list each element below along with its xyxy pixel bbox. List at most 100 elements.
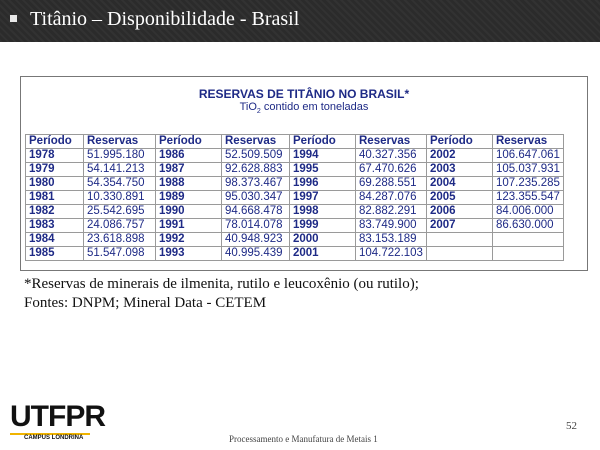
period-cell: 2006 <box>425 204 493 219</box>
period-cell: 1985 <box>25 246 84 261</box>
reserves-table: Período Reservas Período Reservas Períod… <box>25 134 564 261</box>
footer-course-name: Processamento e Manufatura de Metais 1 <box>229 434 378 444</box>
title-bullet-icon <box>10 15 17 22</box>
reserve-cell: 51.995.180 <box>83 148 156 163</box>
footnote-reserves: *Reservas de minerais de ilmenita, rutil… <box>24 276 419 292</box>
table-row: 1982 25.542.695 1990 94.668.478 1998 82.… <box>25 204 564 219</box>
period-cell: 1987 <box>155 162 222 177</box>
utfpr-logo: UTFPR CAMPUS LONDRINA <box>10 402 106 442</box>
reserve-cell: 94.668.478 <box>221 204 290 219</box>
period-cell: 1994 <box>289 148 356 163</box>
footnote-sources: Fontes: DNPM; Mineral Data - CETEM <box>24 295 267 311</box>
header-cell: Reservas <box>355 134 427 149</box>
reserve-cell: 84.287.076 <box>355 190 427 205</box>
period-cell: 1982 <box>25 204 84 219</box>
footnote: *Reservas de minerais de ilmenita, rutil… <box>24 275 419 313</box>
reserve-cell: 83.153.189 <box>355 232 427 247</box>
table-row: 1978 51.995.180 1986 52.509.509 1994 40.… <box>25 148 564 163</box>
period-cell: 2004 <box>425 176 493 191</box>
period-cell: 1978 <box>25 148 84 163</box>
header-cell: Reservas <box>83 134 156 149</box>
table-row: 1980 54.354.750 1988 98.373.467 1996 69.… <box>25 176 564 191</box>
header-cell: Período <box>155 134 222 149</box>
reserve-cell: 23.618.898 <box>83 232 156 247</box>
period-cell: 1979 <box>25 162 84 177</box>
period-cell <box>425 246 493 261</box>
period-cell: 2000 <box>289 232 356 247</box>
period-cell: 2003 <box>425 162 493 177</box>
reserve-cell: 67.470.626 <box>355 162 427 177</box>
logo-wordmark: UTFPR <box>10 400 106 433</box>
period-cell: 1983 <box>25 218 84 233</box>
reserve-cell: 98.373.467 <box>221 176 290 191</box>
period-cell: 1996 <box>289 176 356 191</box>
table-title: RESERVAS DE TITÂNIO NO BRASIL* <box>198 87 410 101</box>
reserve-cell: 40.327.356 <box>355 148 427 163</box>
reserve-cell: 52.509.509 <box>221 148 290 163</box>
reserve-cell: 86.630.000 <box>491 218 564 233</box>
period-cell: 2005 <box>425 190 493 205</box>
period-cell: 1989 <box>155 190 222 205</box>
reserve-cell: 54.141.213 <box>83 162 156 177</box>
reserve-cell: 10.330.891 <box>83 190 156 205</box>
table-header-row: Período Reservas Período Reservas Períod… <box>25 134 564 149</box>
period-cell: 1993 <box>155 246 222 261</box>
subtitle-subscript: 2 <box>256 108 261 116</box>
period-cell: 2007 <box>425 218 493 233</box>
period-cell: 1981 <box>25 190 84 205</box>
period-cell: 1992 <box>155 232 222 247</box>
period-cell: 1988 <box>155 176 222 191</box>
period-cell: 1999 <box>289 218 356 233</box>
period-cell: 1986 <box>155 148 222 163</box>
period-cell: 2001 <box>289 246 356 261</box>
header-cell: Reservas <box>491 134 564 149</box>
header-cell: Período <box>289 134 356 149</box>
reserve-cell: 83.749.900 <box>355 218 427 233</box>
reserve-cell: 69.288.551 <box>355 176 427 191</box>
period-cell: 1995 <box>289 162 356 177</box>
reserve-cell: 104.722.103 <box>355 246 427 261</box>
header-cell: Período <box>425 134 493 149</box>
reserve-cell: 24.086.757 <box>83 218 156 233</box>
logo-stripe <box>10 433 90 435</box>
period-cell: 2002 <box>425 148 493 163</box>
reserve-cell: 51.547.098 <box>83 246 156 261</box>
table-row: 1981 10.330.891 1989 95.030.347 1997 84.… <box>25 190 564 205</box>
page-number: 52 <box>566 420 577 432</box>
period-cell: 1998 <box>289 204 356 219</box>
period-cell: 1990 <box>155 204 222 219</box>
slide-title: Titânio – Disponibilidade - Brasil <box>30 8 300 30</box>
slide-title-bar: Titânio – Disponibilidade - Brasil <box>0 0 600 42</box>
reserve-cell: 95.030.347 <box>221 190 290 205</box>
reserves-table-panel: RESERVAS DE TITÂNIO NO BRASIL* TiO2 cont… <box>20 76 588 271</box>
subtitle-rest: contido em toneladas <box>260 101 369 113</box>
table-row: 1979 54.141.213 1987 92.628.883 1995 67.… <box>25 162 564 177</box>
period-cell: 1984 <box>25 232 84 247</box>
logo-campus: CAMPUS LONDRINA <box>24 435 84 441</box>
period-cell: 1997 <box>289 190 356 205</box>
reserve-cell: 25.542.695 <box>83 204 156 219</box>
period-cell <box>425 232 493 247</box>
header-cell: Período <box>25 134 84 149</box>
reserve-cell: 106.647.061 <box>491 148 564 163</box>
reserve-cell: 105.037.931 <box>491 162 564 177</box>
reserve-cell: 107.235.285 <box>491 176 564 191</box>
subtitle-tio: TiO <box>239 101 257 113</box>
reserve-cell: 54.354.750 <box>83 176 156 191</box>
table-row: 1983 24.086.757 1991 78.014.078 1999 83.… <box>25 218 564 233</box>
period-cell: 1980 <box>25 176 84 191</box>
header-cell: Reservas <box>221 134 290 149</box>
reserve-cell <box>491 246 564 261</box>
reserve-cell: 40.995.439 <box>221 246 290 261</box>
reserve-cell: 78.014.078 <box>221 218 290 233</box>
period-cell: 1991 <box>155 218 222 233</box>
table-row: 1984 23.618.898 1992 40.948.923 2000 83.… <box>25 232 564 247</box>
table-subtitle: TiO2 contido em toneladas <box>21 101 587 115</box>
reserve-cell: 40.948.923 <box>221 232 290 247</box>
table-row: 1985 51.547.098 1993 40.995.439 2001 104… <box>25 246 564 261</box>
reserve-cell: 123.355.547 <box>491 190 564 205</box>
reserve-cell <box>491 232 564 247</box>
reserve-cell: 82.882.291 <box>355 204 427 219</box>
reserve-cell: 84.006.000 <box>491 204 564 219</box>
reserve-cell: 92.628.883 <box>221 162 290 177</box>
